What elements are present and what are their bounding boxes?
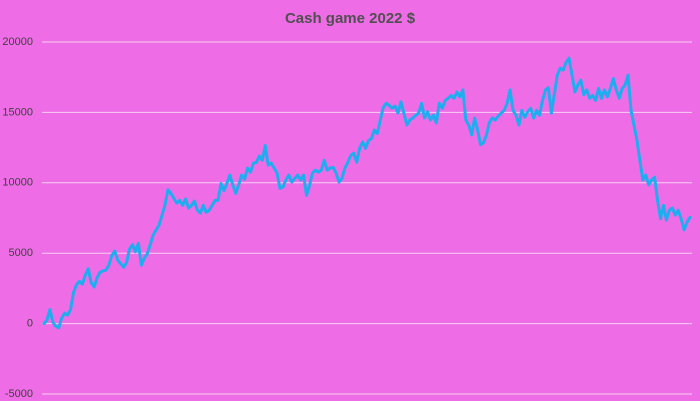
y-tick-label: 5000 <box>9 247 33 259</box>
y-tick-label: 15000 <box>2 106 33 118</box>
data-line <box>42 56 692 330</box>
y-tick-label: 20000 <box>2 36 33 48</box>
y-tick-label: 0 <box>27 318 33 330</box>
chart-title: Cash game 2022 $ <box>285 10 416 27</box>
y-tick-label: 10000 <box>2 177 33 189</box>
y-tick-label: -5000 <box>5 388 33 400</box>
